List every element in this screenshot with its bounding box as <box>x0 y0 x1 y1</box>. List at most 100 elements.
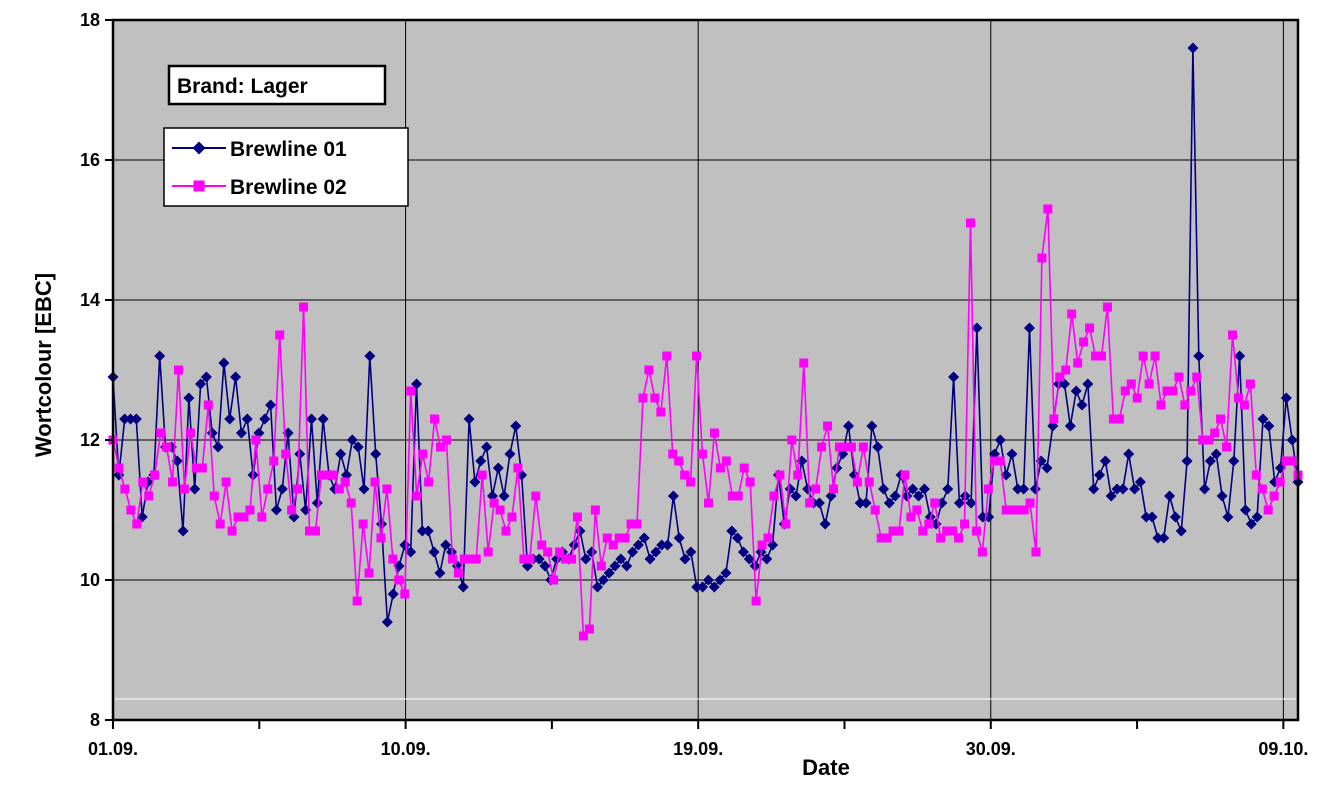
series-1-point-194 <box>1239 504 1251 516</box>
series-2-point-186 <box>1216 414 1226 424</box>
series-2-point-78 <box>572 512 582 522</box>
series-2-point-137 <box>924 519 934 529</box>
series-1-point-122 <box>819 518 831 530</box>
series-1-point-119 <box>802 483 814 495</box>
x-tick-label-4: 09.10. <box>1258 739 1308 759</box>
series-2-point-18 <box>215 519 225 529</box>
series-2-point-175 <box>1150 351 1160 361</box>
series-1-point-89 <box>627 546 639 558</box>
series-2-point-56 <box>441 435 451 445</box>
series-1-point-133 <box>883 497 895 509</box>
series-1-point-87 <box>615 553 627 565</box>
series-2-point-177 <box>1162 386 1172 396</box>
series-1-point-56 <box>434 567 446 579</box>
series-1-point-48 <box>387 588 399 600</box>
series-1-point-12 <box>177 525 189 537</box>
series-2-point-15 <box>197 463 207 473</box>
series-2-point-170 <box>1120 386 1130 396</box>
series-2-point-85 <box>614 533 624 543</box>
series-2-point-24 <box>251 435 261 445</box>
series-2-point-45 <box>376 533 386 543</box>
series-1-point-63 <box>475 455 487 467</box>
series-2-point-94 <box>668 449 678 459</box>
series-2-point-11 <box>174 365 184 375</box>
series-2-point-131 <box>888 526 898 536</box>
series-2-point-174 <box>1144 379 1154 389</box>
series-2-point-44 <box>370 477 380 487</box>
series-2-point-5 <box>138 477 148 487</box>
series-1-point-195 <box>1245 518 1257 530</box>
series-2-point-4 <box>132 519 142 529</box>
series-1-point-14 <box>189 483 201 495</box>
series-1-point-126 <box>843 420 855 432</box>
series-2-point-33 <box>305 526 315 536</box>
series-1-point-53 <box>416 525 428 537</box>
series-1-point-165 <box>1070 385 1082 397</box>
series-1-point-168 <box>1088 483 1100 495</box>
x-tick-label-0: 01.09. <box>88 739 138 759</box>
series-layer <box>107 42 1304 641</box>
series-2-point-97 <box>686 477 696 487</box>
series-1-point-74 <box>539 560 551 572</box>
series-1-point-81 <box>580 553 592 565</box>
series-1-point-51 <box>405 546 417 558</box>
series-1-point-3 <box>125 413 137 425</box>
series-2-point-86 <box>620 533 630 543</box>
series-2-point-195 <box>1269 491 1279 501</box>
series-1-point-143 <box>942 483 954 495</box>
series-2-point-165 <box>1091 351 1101 361</box>
series-1-point-171 <box>1105 490 1117 502</box>
series-2-point-119 <box>817 442 827 452</box>
series-2-point-126 <box>858 442 868 452</box>
series-1-point-18 <box>212 441 224 453</box>
series-1-point-47 <box>381 616 393 628</box>
series-1-point-54 <box>422 525 434 537</box>
series-1-point-55 <box>428 546 440 558</box>
series-1-point-94 <box>656 539 668 551</box>
series-1-point-136 <box>901 490 913 502</box>
series-1-point-104 <box>714 574 726 586</box>
series-1-point-19 <box>218 357 230 369</box>
series-2-point-192 <box>1251 470 1261 480</box>
series-1-point-34 <box>305 413 317 425</box>
series-2-point-191 <box>1245 379 1255 389</box>
series-1-point-21 <box>230 371 242 383</box>
series-2-point-143 <box>960 519 970 529</box>
series-2-point-188 <box>1227 330 1237 340</box>
series-1-point-183 <box>1175 525 1187 537</box>
series-1-point-91 <box>638 532 650 544</box>
series-2-point-198 <box>1287 456 1297 466</box>
series-1-point-4 <box>130 413 142 425</box>
series-1-point-145 <box>953 497 965 509</box>
series-2-point-141 <box>948 526 958 536</box>
series-1-point-186 <box>1193 350 1205 362</box>
series-1-point-69 <box>510 420 522 432</box>
series-1-point-97 <box>673 532 685 544</box>
legend-label-1: Brewline 01 <box>230 138 347 161</box>
series-1-point-198 <box>1263 420 1275 432</box>
brand-annotation-box <box>167 64 387 106</box>
series-2-point-42 <box>358 519 368 529</box>
series-2-point-99 <box>698 449 708 459</box>
series-1-point-192 <box>1228 455 1240 467</box>
series-2-point-75 <box>555 547 565 557</box>
series-1-point-129 <box>860 497 872 509</box>
series-2-point-22 <box>239 512 249 522</box>
series-2-point-89 <box>638 393 648 403</box>
series-1-point-100 <box>691 581 703 593</box>
series-2-point-154 <box>1025 498 1035 508</box>
series-1-point-83 <box>592 581 604 593</box>
series-2-point-136 <box>918 526 928 536</box>
series-1-point-138 <box>913 490 925 502</box>
series-2-point-12 <box>179 484 189 494</box>
series-2-point-106 <box>739 463 749 473</box>
series-1-point-90 <box>632 539 644 551</box>
series-2-point-57 <box>447 554 457 564</box>
series-1-point-180 <box>1158 532 1170 544</box>
series-2-point-29 <box>281 449 291 459</box>
series-2-point-187 <box>1222 442 1232 452</box>
series-2-point-146 <box>977 547 987 557</box>
series-2-point-38 <box>334 484 344 494</box>
